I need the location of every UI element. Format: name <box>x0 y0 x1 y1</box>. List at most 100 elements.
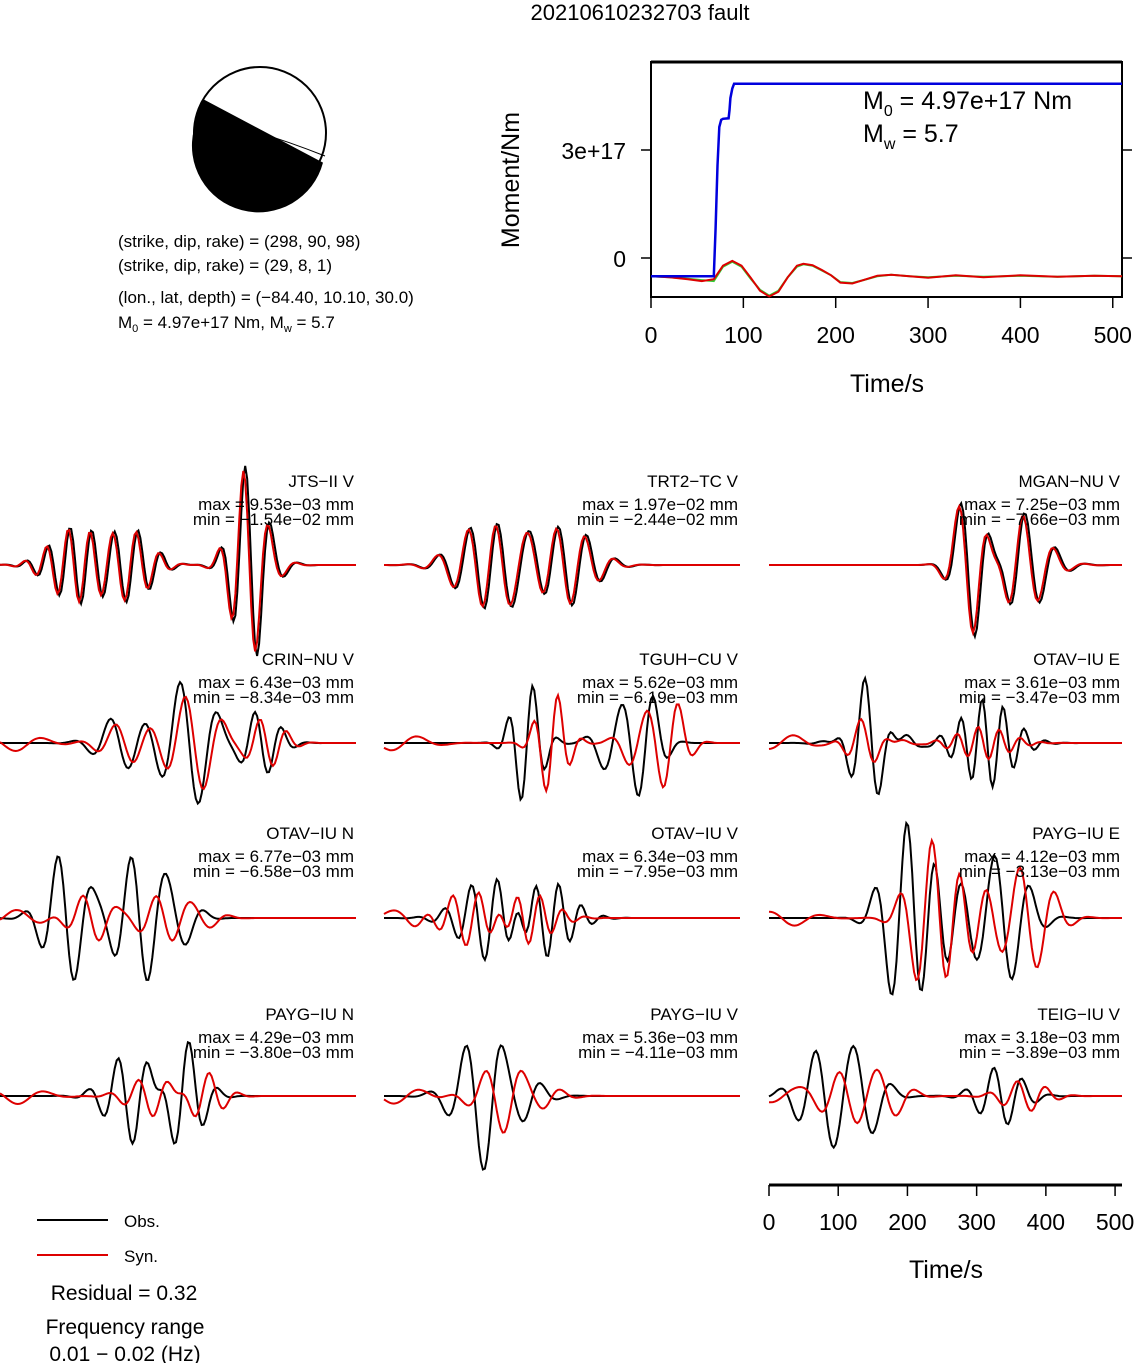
moment-xtick-label: 400 <box>1001 322 1039 348</box>
station-name: OTAV−IU V <box>651 824 738 843</box>
synthetic-trace <box>383 1069 740 1134</box>
figure-title: 20210610232703 fault <box>531 0 750 25</box>
moment-ytick-0: 0 <box>613 246 626 272</box>
synthetic-trace <box>0 470 356 652</box>
observed-trace <box>384 1044 740 1171</box>
magnitude-summary: M0 = 4.97e+17 Nm, Mw = 5.7 <box>118 313 335 335</box>
m0-prefix: M <box>118 313 132 332</box>
legend-obs-label: Obs. <box>124 1212 160 1231</box>
synthetic-trace <box>0 1071 356 1118</box>
station-name: TEIG−IU V <box>1037 1005 1120 1024</box>
waveform-xtick-label: 500 <box>1096 1209 1134 1235</box>
synthetic-trace <box>768 837 1122 982</box>
station-max: max = 6.43e−03 mm <box>198 673 354 692</box>
moment-ylabel: Moment/Nm <box>497 112 525 248</box>
station-max: max = 6.34e−03 mm <box>582 847 738 866</box>
station-max: max = 5.36e−03 mm <box>582 1028 738 1047</box>
frequency-range-label: Frequency range <box>46 1316 205 1339</box>
moment-xtick-label: 0 <box>645 322 658 348</box>
synthetic-trace <box>383 890 740 946</box>
synthetic-trace <box>0 894 356 942</box>
station-max: max = 3.61e−03 mm <box>964 673 1120 692</box>
strike-dip-rake-1: (strike, dip, rake) = (298, 90, 98) <box>118 232 360 251</box>
moment-ytick-3e17: 3e+17 <box>561 138 626 164</box>
mechanism-info: (strike, dip, rake) = (298, 90, 98) (str… <box>118 232 414 335</box>
observed-trace <box>384 682 740 802</box>
station-max: max = 9.53e−03 mm <box>198 495 354 514</box>
station-min: min = −4.11e−03 mm <box>578 1043 738 1062</box>
station-min: min = −6.58e−03 mm <box>193 862 354 881</box>
observed-trace <box>384 877 740 963</box>
lon-lat-depth: (lon., lat, depth) = (−84.40, 10.10, 30.… <box>118 288 414 307</box>
strike-dip-rake-2: (strike, dip, rake) = (29, 8, 1) <box>118 256 332 275</box>
station-max: max = 5.62e−03 mm <box>582 673 738 692</box>
moment-curve <box>651 82 1122 278</box>
station-max: max = 4.12e−03 mm <box>964 847 1120 866</box>
station-name: PAYG−IU E <box>1032 824 1120 843</box>
frequency-range-value: 0.01 − 0.02 (Hz) <box>49 1343 200 1363</box>
moment-xlabel: Time/s <box>850 370 924 398</box>
station-min: min = −2.44e−02 mm <box>577 510 738 529</box>
station-name: OTAV−IU E <box>1033 650 1120 669</box>
station-name: OTAV−IU N <box>266 824 354 843</box>
station-min: min = −3.89e−03 mm <box>959 1043 1120 1062</box>
station-max: max = 6.77e−03 mm <box>198 847 354 866</box>
mw-subscript: w <box>283 323 292 335</box>
mw-text: = 5.7 <box>292 313 335 332</box>
station-min: min = −3.80e−03 mm <box>193 1043 354 1062</box>
synthetic-trace <box>383 692 740 795</box>
synthetic-trace <box>0 695 356 791</box>
synthetic-trace <box>768 717 1122 763</box>
waveform-xtick-label: 100 <box>819 1209 857 1235</box>
station-name: MGAN−NU V <box>1018 472 1120 491</box>
station-name: JTS−II V <box>288 472 354 491</box>
residual-label: Residual = 0.32 <box>51 1282 198 1305</box>
station-min: min = −7.66e−03 mm <box>959 510 1120 529</box>
moment-annotation-m0: M0 = 4.97e+17 Nm <box>863 87 1072 120</box>
observed-trace <box>384 522 740 610</box>
station-min: min = −8.34e−03 mm <box>193 688 354 707</box>
m0-subscript: 0 <box>132 323 138 335</box>
synthetic-trace <box>768 1068 1122 1125</box>
station-min: min = −7.95e−03 mm <box>577 862 738 881</box>
station-max: max = 3.18e−03 mm <box>964 1028 1120 1047</box>
station-max: max = 1.97e−02 mm <box>582 495 738 514</box>
station-name: PAYG−IU N <box>265 1005 354 1024</box>
waveform-xtick-label: 300 <box>957 1209 995 1235</box>
moment-series-group <box>650 82 1123 298</box>
station-name: PAYG−IU V <box>650 1005 738 1024</box>
station-min: min = −3.47e−03 mm <box>959 688 1120 707</box>
station-max: max = 7.25e−03 mm <box>964 495 1120 514</box>
waveform-xtick-label: 0 <box>763 1209 776 1235</box>
moment-plot: 3e+17 0 Moment/Nm 0 100 200 300 400 500 Time/… <box>497 60 1132 398</box>
waveform-xtick-label: 200 <box>888 1209 926 1235</box>
waveform-xlabel: Time/s <box>909 1256 983 1284</box>
moment-xtick-label: 200 <box>817 322 855 348</box>
station-min: min = −6.19e−03 mm <box>577 688 738 707</box>
m0-text: = 4.97e+17 Nm, M <box>138 313 284 332</box>
waveform-xtick-label: 400 <box>1027 1209 1065 1235</box>
legend-syn-label: Syn. <box>124 1247 158 1266</box>
moment-xtick-label: 500 <box>1094 322 1132 348</box>
synthetic-trace <box>769 503 1122 637</box>
stf-curve-red <box>650 259 1123 298</box>
synthetic-trace <box>384 525 740 609</box>
focal-mechanism-beachball <box>191 66 327 213</box>
station-name: TGUH−CU V <box>639 650 738 669</box>
moment-annotation-mw: Mw = 5.7 <box>863 120 959 153</box>
station-max: max = 4.29e−03 mm <box>198 1028 354 1047</box>
station-name: TRT2−TC V <box>647 472 739 491</box>
